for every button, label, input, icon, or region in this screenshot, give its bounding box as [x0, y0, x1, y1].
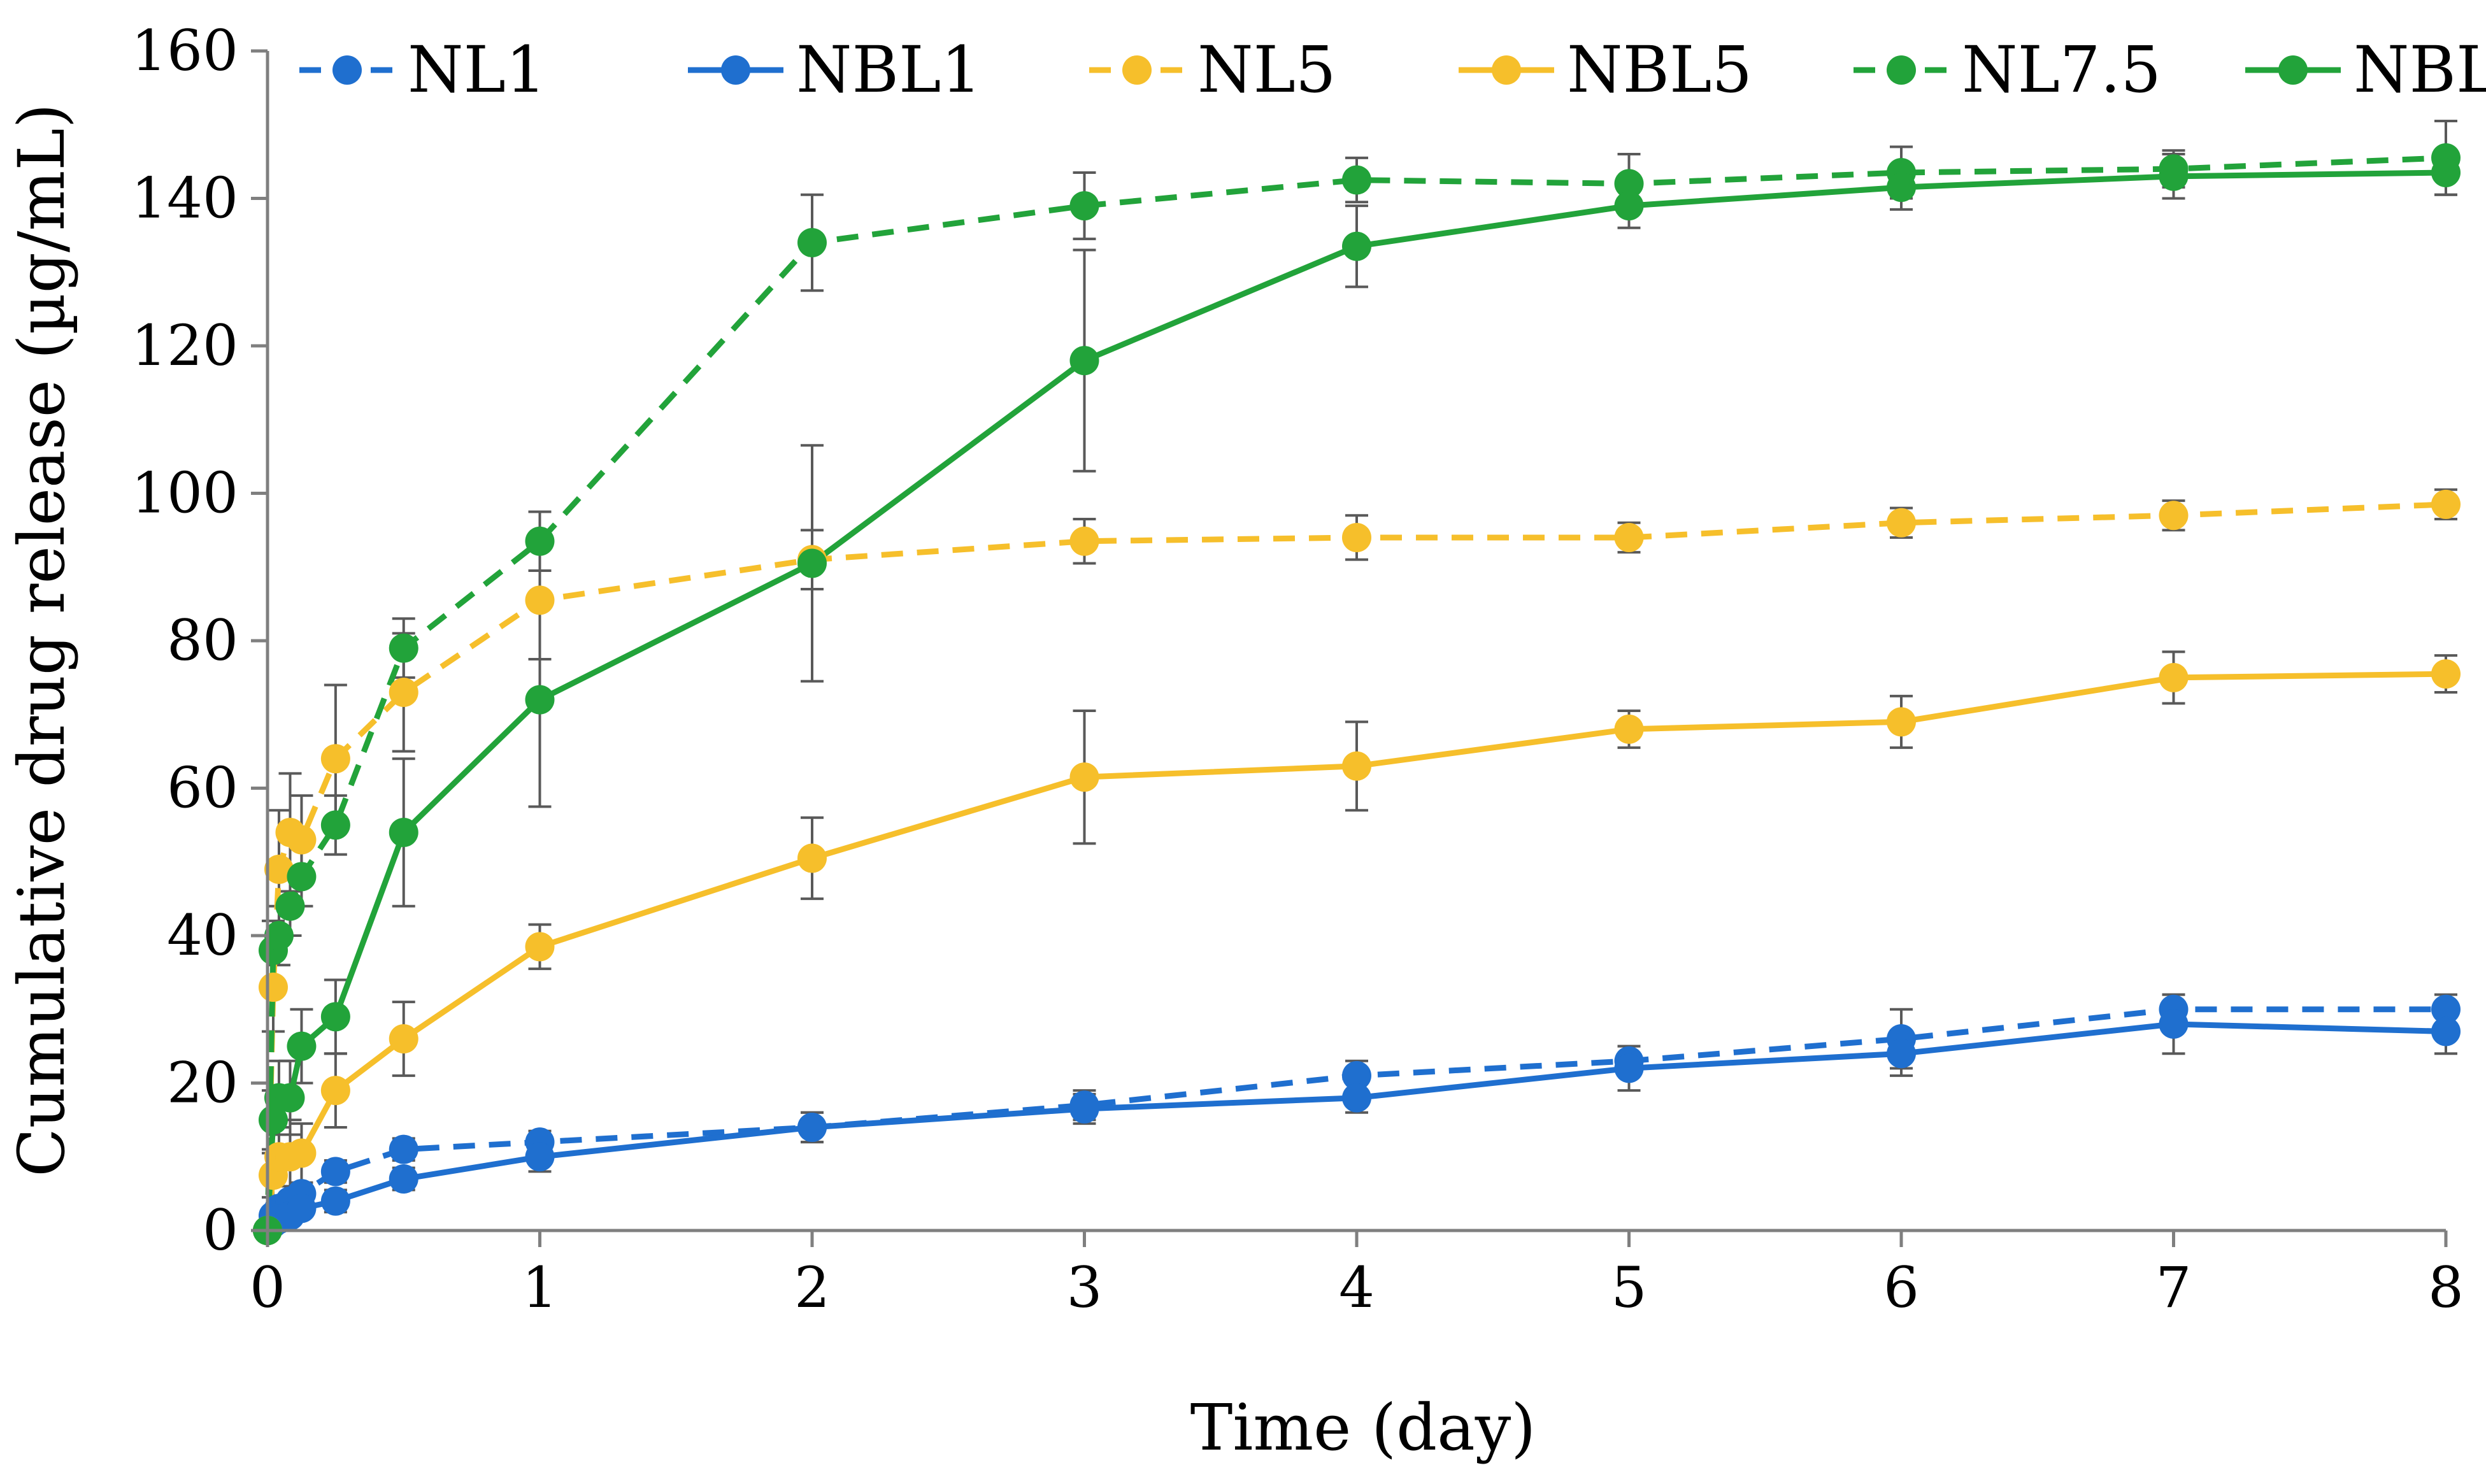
nbl1-legend-label: NBL1 — [796, 32, 982, 107]
nbl7-5-data-point — [320, 1002, 350, 1032]
nl5-data-point — [1342, 522, 1371, 552]
nbl5-data-point — [2159, 662, 2189, 692]
nbl1-data-point — [1614, 1053, 1644, 1083]
nl7-5-data-point — [1614, 169, 1644, 199]
nbl1-data-point — [1342, 1083, 1371, 1113]
nl7-5-data-point — [287, 862, 317, 892]
x-tick-label: 8 — [2428, 1255, 2464, 1320]
y-tick-label: 60 — [167, 755, 238, 821]
nbl1-data-point — [320, 1186, 350, 1216]
nl5-data-point — [2431, 489, 2461, 519]
nl5-data-point — [287, 825, 317, 855]
nbl7-5-data-point — [1069, 346, 1099, 376]
nbl7-5-legend-label: NBL7.5 — [2354, 32, 2486, 107]
x-tick-label: 1 — [522, 1255, 558, 1320]
nl7-5-legend-marker — [1887, 55, 1916, 85]
nbl7-5-legend-marker — [2278, 55, 2308, 85]
nbl7-5-data-point — [2431, 157, 2461, 187]
nl7-5-legend-label: NL7.5 — [1962, 32, 2161, 107]
x-tick-label: 6 — [1883, 1255, 1919, 1320]
nbl7-5-data-point — [1342, 231, 1371, 261]
nbl5-data-point — [320, 1076, 350, 1106]
nbl5-data-point — [389, 1024, 418, 1054]
nl1-data-point — [389, 1134, 418, 1164]
nbl5-data-point — [2431, 659, 2461, 689]
nbl1-data-point — [287, 1194, 317, 1224]
nl7-5-data-point — [1342, 165, 1371, 195]
nl5-data-point — [1069, 526, 1099, 556]
nbl5-data-point — [525, 932, 555, 962]
nbl7-5-data-point — [389, 817, 418, 847]
nbl1-data-point — [2431, 1017, 2461, 1046]
x-tick-label: 3 — [1067, 1255, 1103, 1320]
y-tick-label: 80 — [167, 608, 238, 673]
nbl5-legend-label: NBL5 — [1567, 32, 1752, 107]
y-axis-title: Cumulative drug release (µg/mL) — [4, 103, 79, 1176]
nbl7-5-data-point — [525, 685, 555, 715]
nl1-data-point — [1342, 1060, 1371, 1090]
nbl5-data-point — [1887, 707, 1916, 737]
nl5-data-point — [1614, 522, 1644, 552]
nl7-5-data-point — [797, 227, 827, 257]
nl1-data-point — [320, 1157, 350, 1187]
nl5-data-point — [320, 744, 350, 774]
nbl5-data-point — [1614, 714, 1644, 744]
legend: NL1 NBL1 NL5 NBL5 NL7.5 NBL7.5 — [299, 32, 2486, 107]
nbl7-5-data-point — [2159, 161, 2189, 191]
nbl1-data-point — [1887, 1039, 1916, 1069]
nl5-data-point — [258, 973, 288, 1002]
nl5-legend-marker — [1122, 55, 1152, 85]
nbl5-data-point — [287, 1138, 317, 1168]
nbl7-5-data-point — [258, 1105, 288, 1135]
nbl7-5-data-point — [797, 548, 827, 578]
nbl7-5-data-point — [287, 1031, 317, 1061]
nbl5-legend-marker — [1492, 55, 1521, 85]
nl5-data-point — [525, 585, 555, 615]
y-tick-label: 120 — [131, 313, 238, 378]
x-tick-label: 7 — [2156, 1255, 2192, 1320]
x-tick-label: 2 — [794, 1255, 830, 1320]
nl5-data-point — [389, 678, 418, 708]
x-tick-label: 0 — [250, 1255, 285, 1320]
ticks: 0 20 40 60 80 100 120 140 160 0 1 2 3 4 5 6 7 8 — [131, 18, 2464, 1320]
nbl5-data-point — [797, 843, 827, 873]
nbl1-data-point — [525, 1142, 555, 1172]
nl7-5-data-point — [389, 633, 418, 663]
nl7-5-data-point — [1069, 191, 1099, 221]
nl5-data-point — [1887, 508, 1916, 538]
nbl7-5-data-point — [1887, 173, 1916, 203]
y-tick-label: 40 — [167, 903, 238, 968]
nl5-legend-label: NL5 — [1197, 32, 1336, 107]
nbl5-data-point — [1342, 751, 1371, 781]
nl1-legend-label: NL1 — [408, 32, 546, 107]
nl1-data-point — [2431, 994, 2461, 1024]
y-tick-label: 160 — [131, 18, 238, 83]
y-tick-label: 0 — [203, 1197, 238, 1263]
y-tick-label: 20 — [167, 1050, 238, 1116]
x-axis-title: Time (day) — [1190, 1390, 1536, 1465]
nl7-5-data-point — [525, 526, 555, 556]
series-markers — [253, 143, 2461, 1245]
nl7-5-data-point — [320, 810, 350, 840]
nl5-data-point — [2159, 501, 2189, 531]
y-tick-label: 140 — [131, 166, 238, 231]
nl5-data-point — [264, 854, 294, 884]
nbl1-data-point — [1069, 1094, 1099, 1124]
nbl1-legend-marker — [721, 55, 750, 85]
nbl1-data-point — [797, 1112, 827, 1142]
x-tick-label: 4 — [1339, 1255, 1375, 1320]
nl7-5-data-point — [264, 921, 294, 950]
nbl1-data-point — [389, 1164, 418, 1194]
y-tick-label: 100 — [131, 460, 238, 526]
nbl7-5-data-point — [1614, 191, 1644, 221]
x-tick-label: 5 — [1611, 1255, 1647, 1320]
nbl7-5-data-point — [275, 1083, 305, 1113]
nl7-5-data-point — [275, 891, 305, 921]
nbl5-data-point — [1069, 762, 1099, 792]
nbl1-data-point — [2159, 1009, 2189, 1039]
nl1-legend-marker — [332, 55, 362, 85]
